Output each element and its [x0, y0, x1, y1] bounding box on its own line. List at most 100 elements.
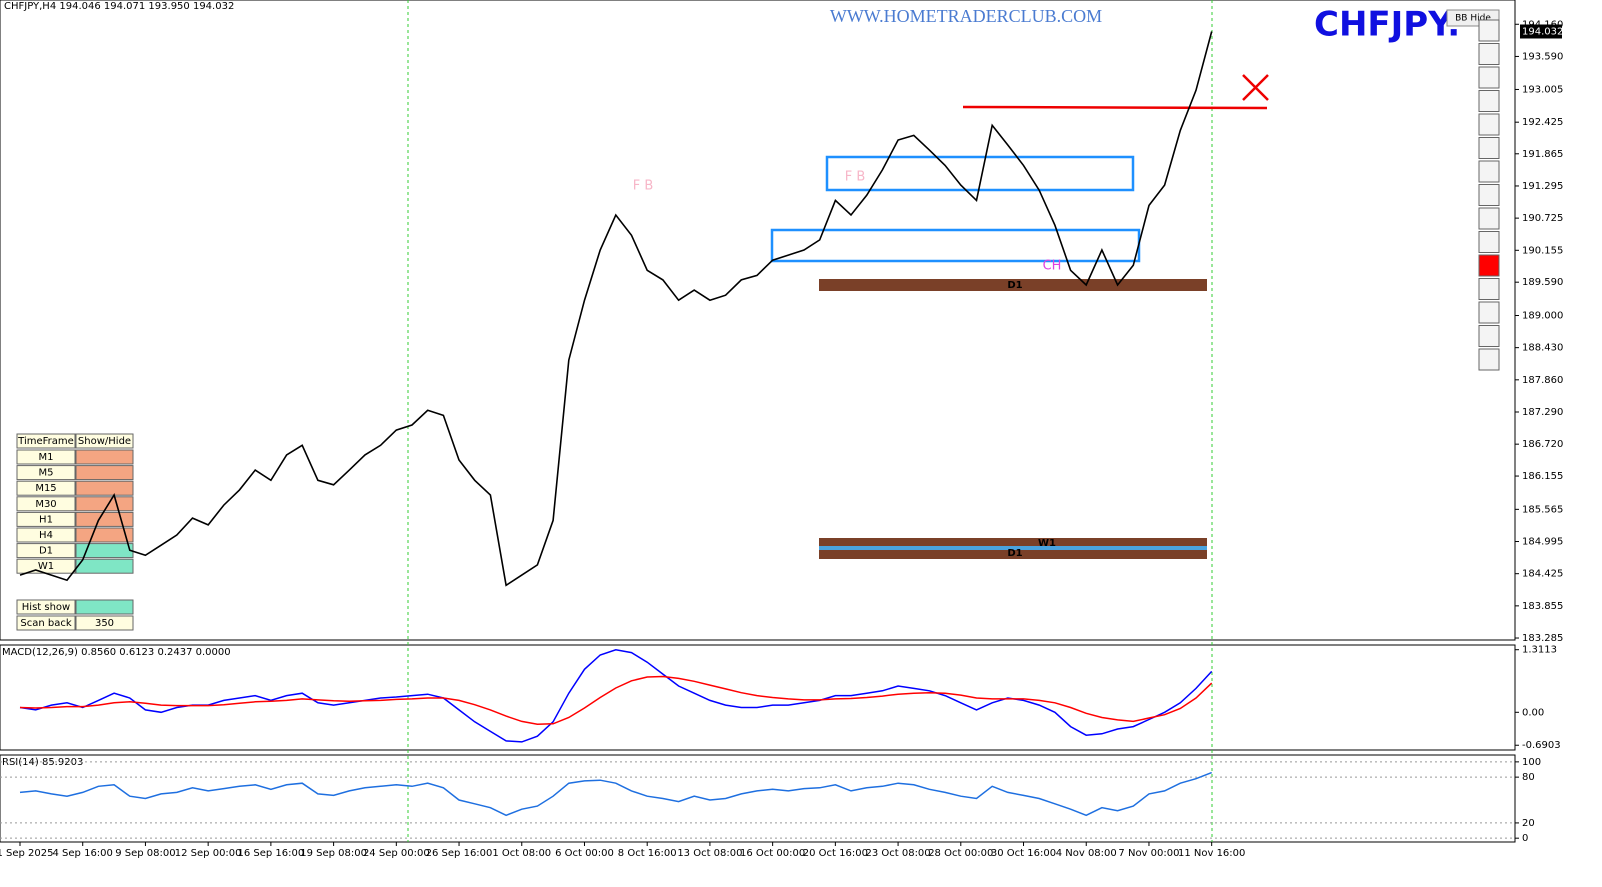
timeframe[interactable]: W1 [38, 561, 54, 572]
timeframe-panel: TimeFrame Show/Hide M1 M5 M15 M30 H1 H4 D1 W1 Hist… [16, 433, 134, 631]
zone-box [825, 155, 1135, 192]
panel-header[interactable]: TimeFrame [17, 436, 74, 447]
y-tick-label: 100 [1522, 757, 1541, 768]
zone-line [819, 546, 1207, 550]
zone-d1 [819, 279, 1207, 291]
scan-value-cell[interactable] [75, 615, 134, 631]
y-tick-label: 189.000 [1522, 310, 1563, 321]
bb-button-text[interactable]: BB Hide [1455, 14, 1491, 24]
series-line [19, 675, 1213, 725]
tool-button[interactable] [1478, 43, 1500, 65]
timeframe[interactable]: H4 [39, 530, 53, 541]
y-tick-label: 184.995 [1522, 537, 1563, 548]
tool-button[interactable] [1478, 231, 1500, 253]
x-tick-label: 26 Sep 16:00 [426, 848, 493, 859]
y-tick-label: 0 [1522, 833, 1528, 844]
y-tick-label: 184.425 [1522, 569, 1563, 580]
timeframe-cell[interactable] [16, 527, 76, 543]
timeframe[interactable]: M1 [39, 452, 54, 463]
x-tick-label: 4 Nov 08:00 [1056, 848, 1117, 859]
tool-button[interactable] [1478, 66, 1500, 89]
x-tick-label: 1 Sep 2025 [0, 848, 54, 859]
x-tick-label: 4 Sep 16:00 [53, 848, 113, 859]
toggle-cell[interactable] [75, 558, 134, 574]
symbol-label: CHFJPY. [1314, 5, 1460, 45]
tool-button[interactable] [1478, 278, 1500, 300]
y-tick-label: -0.6903 [1522, 740, 1561, 751]
toggle-cell[interactable] [75, 527, 134, 543]
main-panel [0, 0, 1516, 641]
tool-button[interactable] [1478, 160, 1500, 183]
timeframe-cell[interactable] [16, 496, 76, 512]
tool-button[interactable] [1478, 348, 1500, 371]
series-line [19, 771, 1212, 817]
scan-label-cell[interactable] [16, 615, 76, 631]
y-tick-label: 183.285 [1522, 633, 1563, 644]
toggle-cell[interactable] [75, 599, 134, 615]
y-tick-label: 1.3113 [1522, 645, 1557, 656]
y-tick-label: 0.00 [1522, 707, 1544, 718]
y-tick-label: 20 [1522, 818, 1535, 829]
y-tick-label: 186.720 [1522, 439, 1563, 450]
hist-label-cell[interactable] [16, 599, 76, 615]
x-tick-label: 1 Oct 08:00 [492, 848, 551, 859]
last-price-label: 194.032 [1522, 26, 1563, 37]
panel-header[interactable]: Show/Hide [78, 436, 131, 447]
series-line [19, 31, 1213, 587]
timeframe-cell[interactable] [16, 449, 76, 465]
indicator-label: MACD(12,26,9) 0.8560 0.6123 0.2437 0.000… [2, 647, 231, 658]
timeframe-cell[interactable] [16, 543, 76, 559]
x-tick-label: 16 Oct 00:00 [740, 848, 805, 859]
y-tick-label: 80 [1522, 772, 1535, 783]
timeframe[interactable]: D1 [39, 546, 53, 557]
x-tick-label: 28 Oct 00:00 [928, 848, 993, 859]
x-tick-label: 11 Nov 16:00 [1178, 848, 1245, 859]
annotation: CH [1043, 259, 1062, 274]
tool-button[interactable] [1478, 90, 1500, 112]
x-tick-label: 13 Oct 08:00 [677, 848, 742, 859]
timeframe[interactable]: M30 [35, 499, 56, 510]
y-tick-label: 187.290 [1522, 407, 1563, 418]
zone-label: D1 [1007, 548, 1022, 559]
tool-button[interactable] [1478, 137, 1500, 159]
zone-label: D1 [1007, 280, 1022, 291]
toolbar [1478, 19, 1500, 371]
x-tick-label: 9 Sep 08:00 [115, 848, 175, 859]
tool-button[interactable] [1478, 207, 1500, 230]
timeframe-cell[interactable] [16, 465, 76, 481]
tool-button[interactable] [1478, 254, 1500, 277]
y-tick-label: 186.155 [1522, 471, 1563, 482]
panel-header-cell[interactable] [16, 433, 76, 449]
timeframe-cell[interactable] [16, 511, 76, 527]
y-tick-label: 192.425 [1522, 117, 1563, 128]
tool-button[interactable] [1478, 19, 1500, 42]
macd-panel [0, 644, 1516, 751]
annotation: F B [845, 170, 866, 185]
scan-label[interactable]: Scan back [20, 618, 71, 629]
tool-button[interactable] [1478, 325, 1500, 347]
timeframe[interactable]: M15 [35, 483, 56, 494]
x-tick-label: 8 Oct 16:00 [618, 848, 677, 859]
timeframe[interactable]: M5 [39, 468, 54, 479]
toggle-cell[interactable] [75, 480, 134, 496]
tool-button[interactable] [1478, 301, 1500, 324]
toggle-cell[interactable] [75, 511, 134, 527]
toggle-cell[interactable] [75, 449, 134, 465]
tool-button[interactable] [1478, 184, 1500, 206]
toggle-cell[interactable] [75, 465, 134, 481]
toggle-cell[interactable] [75, 496, 134, 512]
x-tick-label: 30 Oct 16:00 [991, 848, 1056, 859]
y-tick-label: 183.855 [1522, 601, 1563, 612]
timeframe[interactable]: H1 [39, 514, 53, 525]
tool-button[interactable] [1478, 113, 1500, 136]
x-tick-label: 12 Sep 00:00 [175, 848, 242, 859]
zone-label: W1 [1038, 538, 1056, 549]
scan-value[interactable]: 350 [95, 618, 114, 629]
hist-label[interactable]: Hist show [22, 602, 70, 613]
y-tick-label: 193.005 [1522, 84, 1563, 95]
timeframe-cell[interactable] [16, 480, 76, 496]
panel-header-cell[interactable] [75, 433, 134, 449]
annotation: F B [633, 179, 654, 194]
x-tick-label: 19 Sep 08:00 [300, 848, 367, 859]
y-tick-label: 189.590 [1522, 277, 1563, 288]
